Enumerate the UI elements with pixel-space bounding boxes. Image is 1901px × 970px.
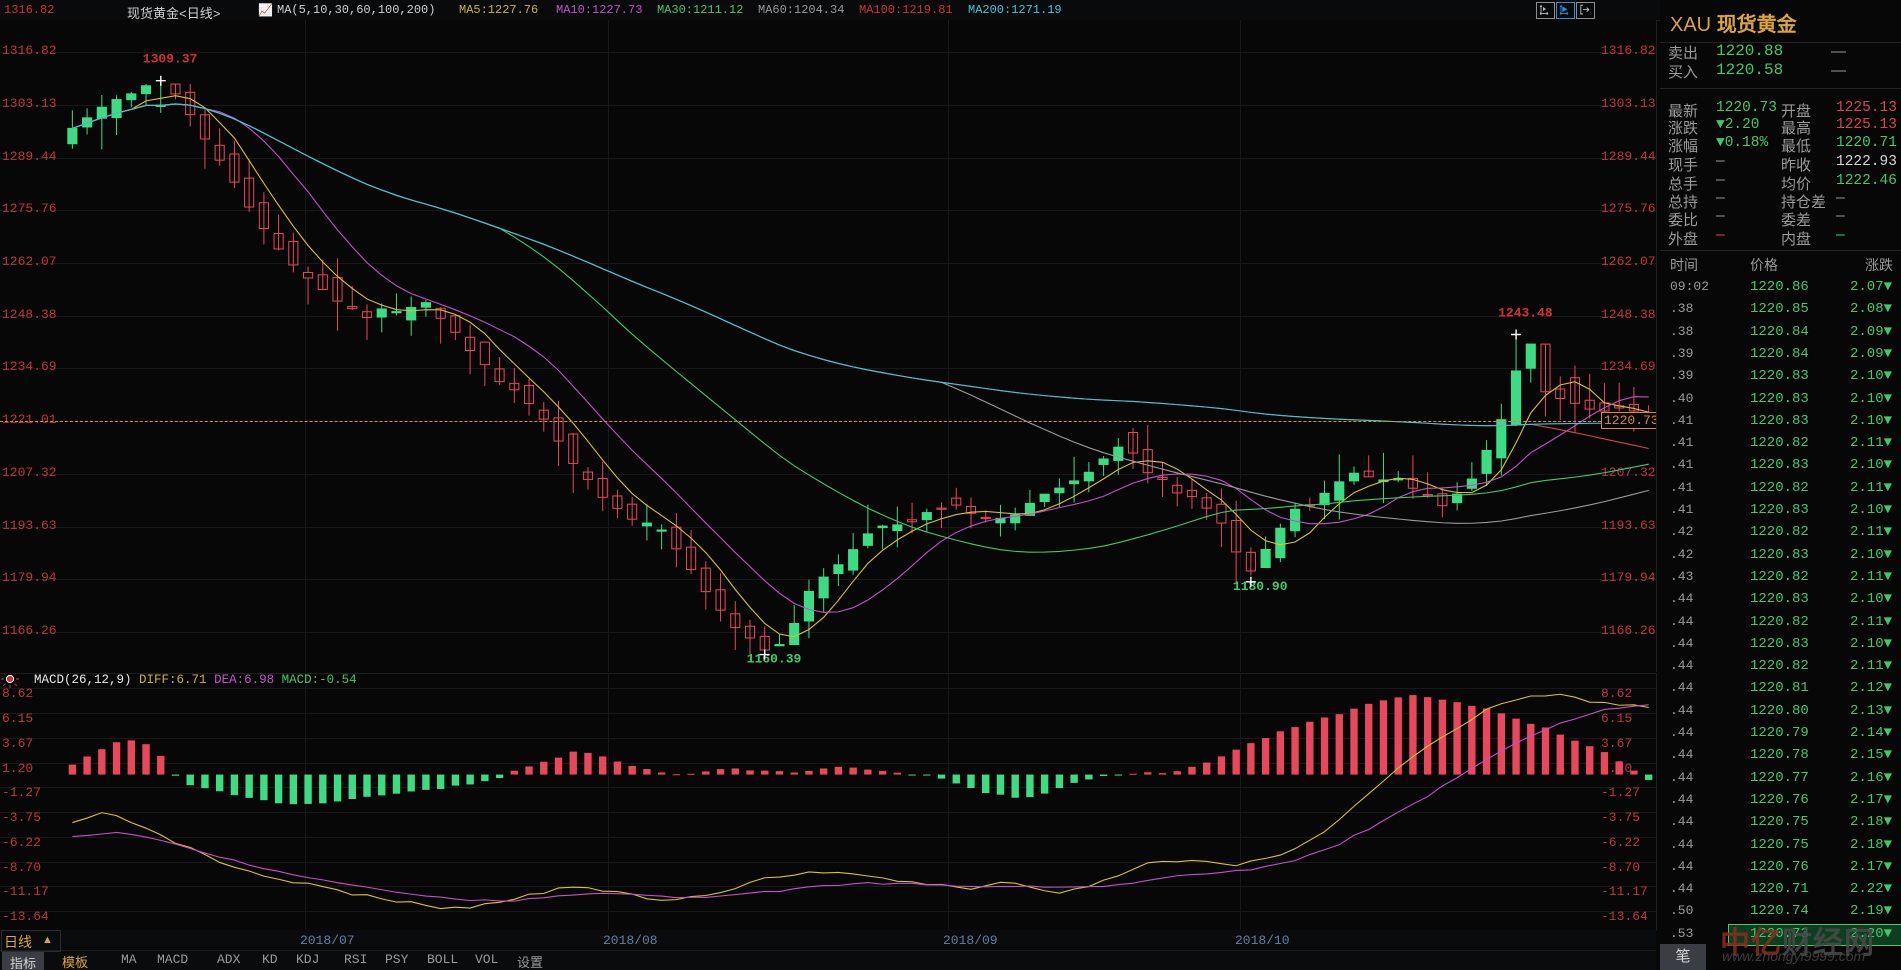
- svg-text:1309.37: 1309.37: [143, 52, 198, 67]
- svg-text:1160.39: 1160.39: [747, 652, 802, 667]
- svg-text:1180.90: 1180.90: [1233, 579, 1288, 594]
- svg-text:1243.48: 1243.48: [1498, 306, 1553, 321]
